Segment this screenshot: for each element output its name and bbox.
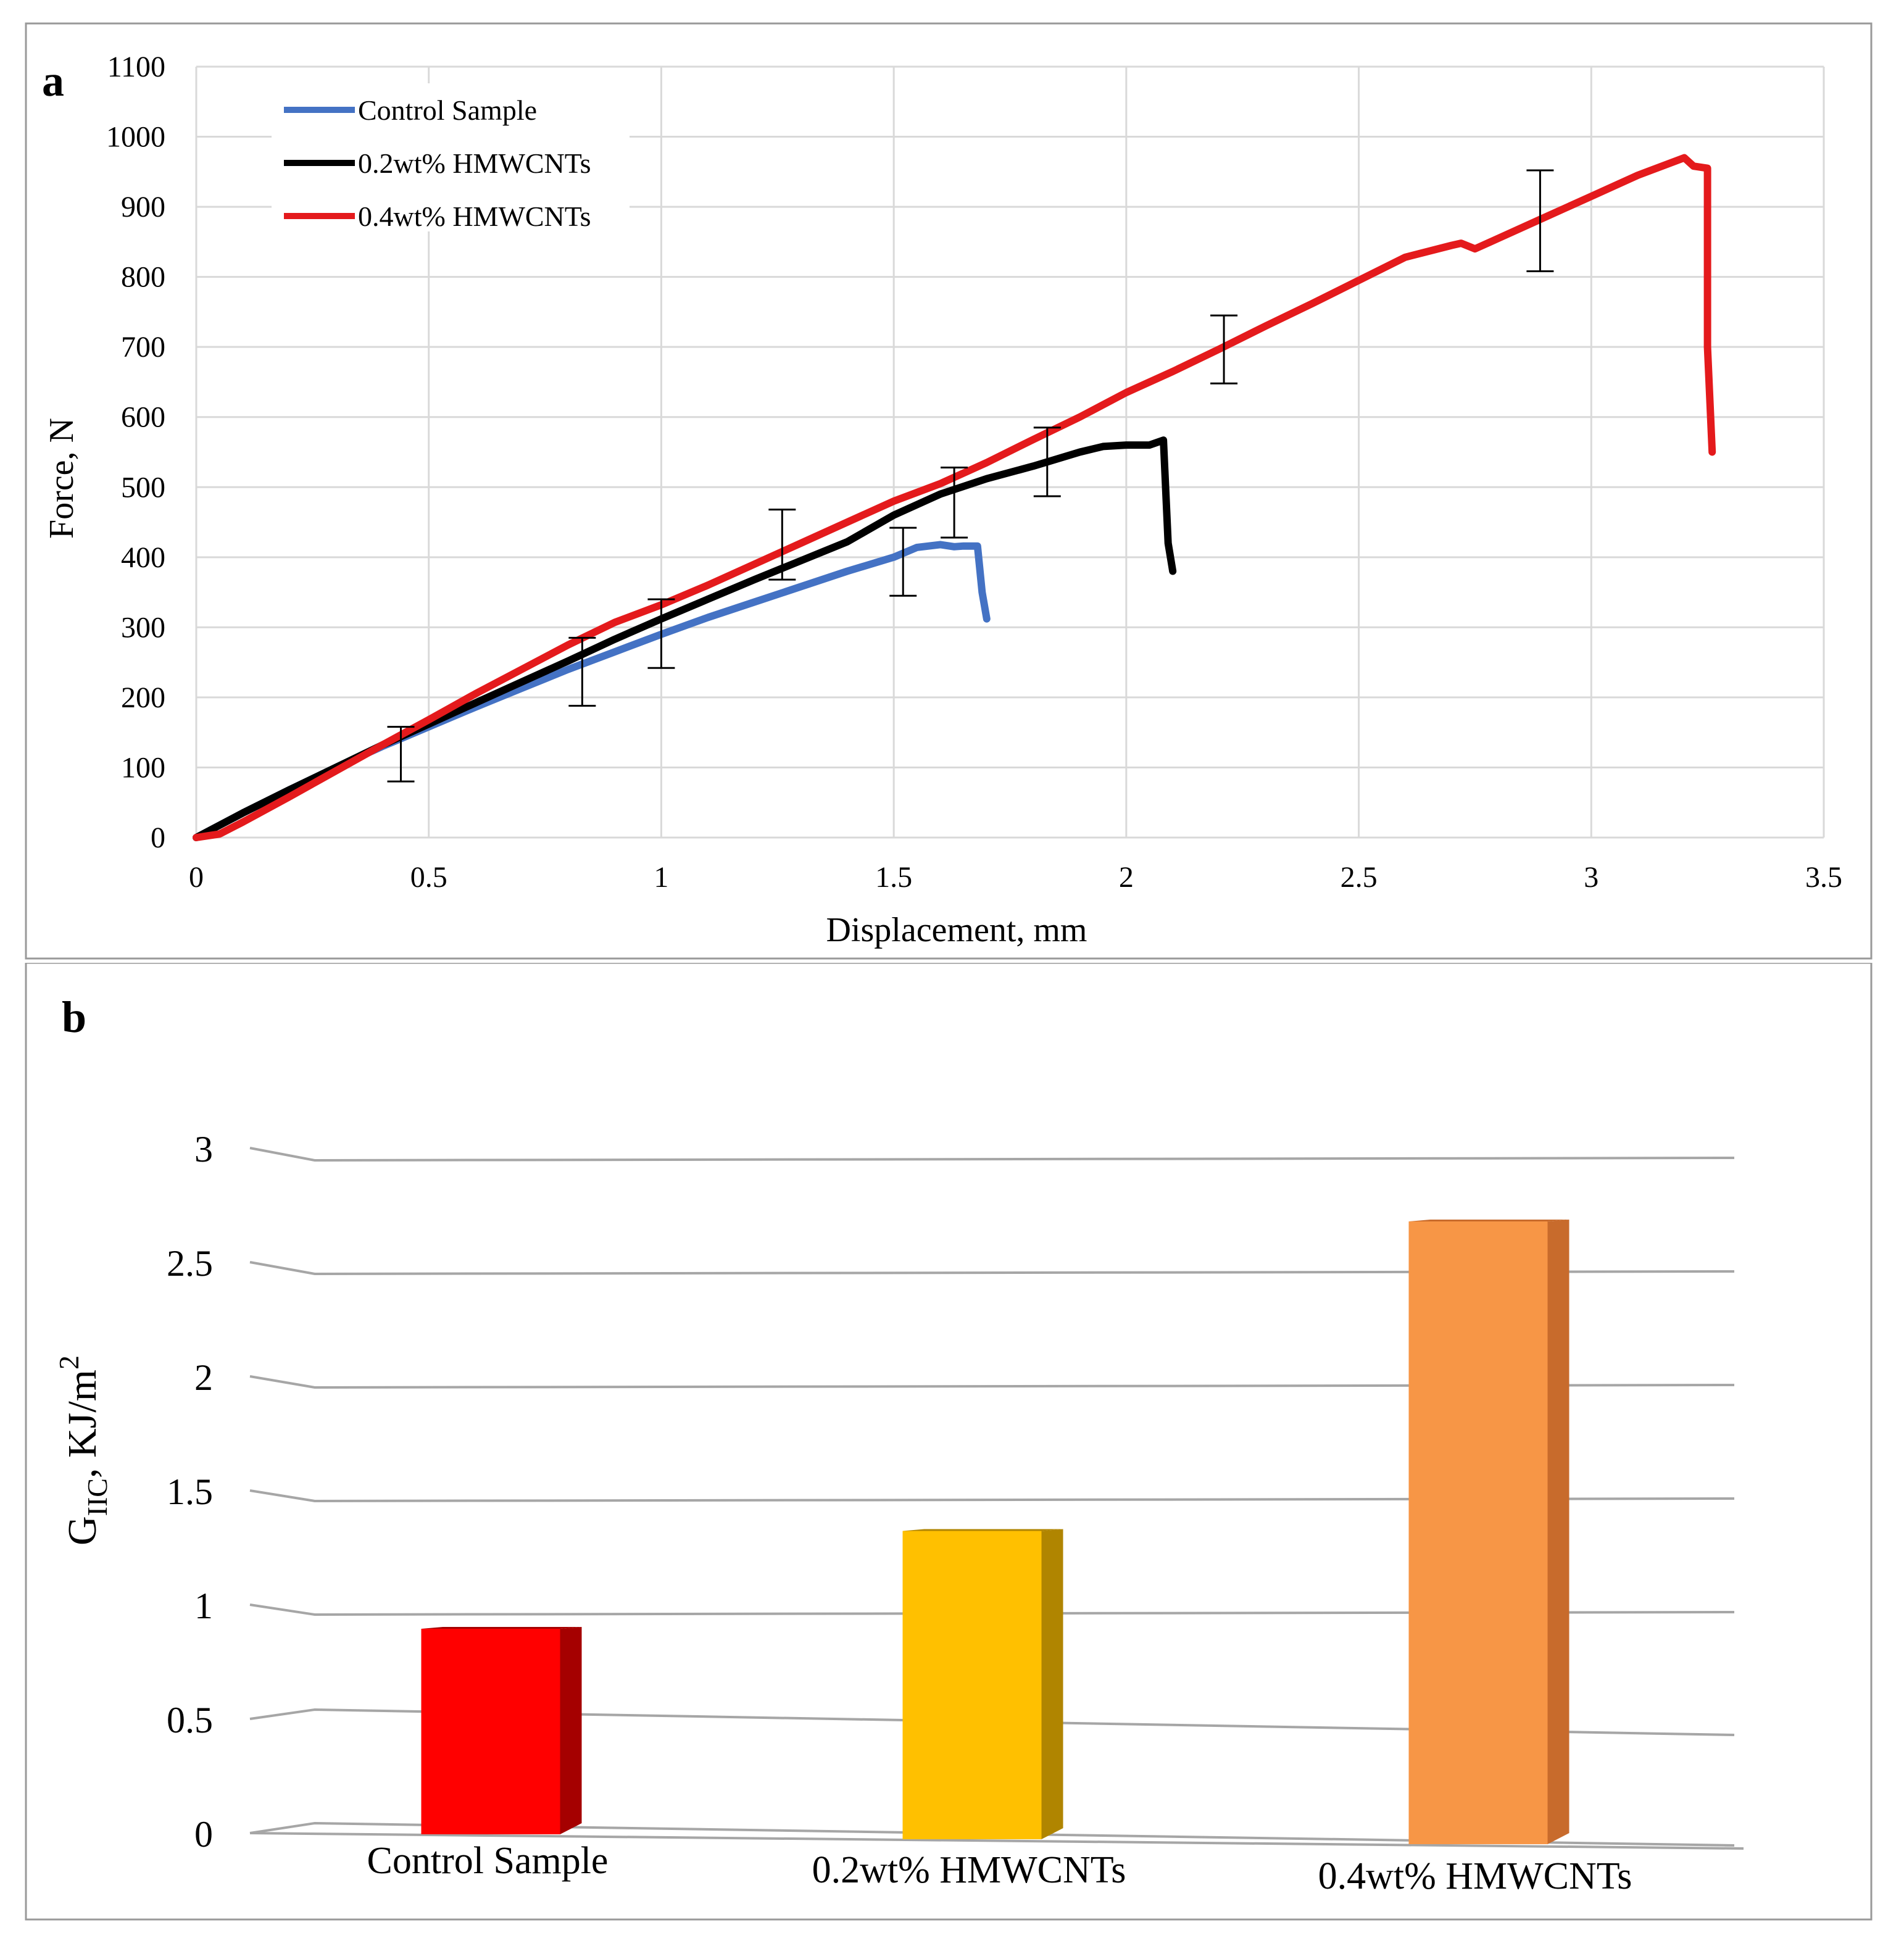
y-tick-label: 3 [194, 1129, 213, 1170]
y-tick-label: 600 [121, 401, 165, 434]
x-category-label: 0.4wt% HMWCNTs [1318, 1855, 1632, 1897]
y-gridline [249, 1375, 1735, 1389]
tick-labels: 0 0.5 1 1.5 2 2.5 3 3.5 0 100 200 300 400 500 600 700 80… [106, 51, 1842, 894]
error-bar [941, 466, 968, 539]
y-tick-label: 800 [121, 261, 165, 294]
bar-0 [421, 1627, 582, 1834]
bar-1 [902, 1529, 1063, 1839]
bar-top-face [902, 1529, 1063, 1531]
panel-label-a: a [42, 56, 64, 106]
series-line-1 [193, 436, 1177, 841]
force-displacement-chart: 0 0.5 1 1.5 2 2.5 3 3.5 0 100 200 300 400 500 600 700 80… [25, 22, 1873, 960]
error-bar [1033, 426, 1061, 497]
y-tick-label: 700 [121, 331, 165, 364]
y-gridline [249, 1261, 1735, 1276]
bar-front-face [1408, 1221, 1548, 1844]
chart-frame [25, 22, 1873, 960]
grid-lines [195, 65, 1825, 839]
bars [421, 1220, 1569, 1844]
y-tick-label: 100 [121, 751, 165, 784]
x-axis-label: Displacement, mm [826, 911, 1087, 949]
y-gridline [249, 1708, 1735, 1736]
y-tick-label: 1000 [106, 121, 165, 154]
y-tick-label: 1 [194, 1586, 213, 1626]
y-tick-label: 900 [121, 191, 165, 223]
ylabel-rest: , KJ/m [60, 1370, 105, 1478]
y-gridline [249, 1489, 1735, 1503]
y-tick-label: 2 [194, 1357, 213, 1398]
y-tick-label: 2.5 [167, 1243, 213, 1284]
y-axis-label-b: GIIC, KJ/m2 [53, 1355, 113, 1545]
x-tick-label: 1 [654, 861, 668, 894]
y-gridline [249, 1821, 1735, 1847]
ylabel-main: G [60, 1516, 105, 1545]
y-gridline [249, 1147, 1735, 1162]
gIIC-bar-chart: 0 0.5 1 1.5 2 2.5 3 Control Sample 0.2wt% HMWCNT… [25, 963, 1873, 1921]
y-tick-label: 0 [151, 821, 165, 854]
series-line-0 [193, 541, 991, 841]
x-tick-label: 2 [1119, 861, 1134, 894]
bar-top-face [1408, 1220, 1569, 1221]
x-tick-label: 0 [189, 861, 204, 894]
error-bars [387, 169, 1554, 783]
x-category-label: 0.2wt% HMWCNTs [812, 1849, 1126, 1891]
bar-side-face [1547, 1220, 1569, 1844]
y-tick-label: 0 [194, 1814, 213, 1855]
x-tick-label: 1.5 [875, 861, 912, 894]
force-displacement-chart-panel: 0 0.5 1 1.5 2 2.5 3 3.5 0 100 200 300 400 500 600 700 80… [0, 0, 1904, 963]
bar-front-face [421, 1629, 560, 1834]
ylabel-sub: IIC [81, 1478, 113, 1516]
x-tick-label: 3.5 [1805, 861, 1842, 894]
bar-2 [1408, 1220, 1569, 1844]
bar-front-face [902, 1531, 1042, 1839]
legend-label: Control Sample [358, 94, 537, 126]
legend: Control Sample 0.2wt% HMWCNTs 0.4wt% HMWCN… [272, 83, 630, 232]
y-gridline [249, 1603, 1735, 1616]
x-category-label: Control Sample [367, 1840, 609, 1882]
error-bar [568, 636, 596, 707]
ylabel-sup: 2 [53, 1355, 85, 1370]
gIIC-bar-chart-panel: 0 0.5 1 1.5 2 2.5 3 Control Sample 0.2wt% HMWCNT… [0, 963, 1904, 1938]
x-tick-label: 0.5 [410, 861, 447, 894]
error-bar [889, 526, 917, 597]
y-tick-label: 0.5 [167, 1700, 213, 1740]
bar-side-face [560, 1627, 582, 1834]
error-bar [387, 726, 415, 783]
x-axis-baseline [249, 1832, 1744, 1850]
chart-frame-b [25, 963, 1873, 1921]
panel-label-b: b [62, 992, 86, 1042]
bar-side-face [1041, 1529, 1063, 1839]
error-bar [1210, 314, 1238, 385]
error-bar [1526, 169, 1554, 273]
tick-labels-b: 0 0.5 1 1.5 2 2.5 3 Control Sample 0.2wt% HMWCNT… [167, 1129, 1632, 1897]
error-bar [768, 509, 796, 581]
legend-label: 0.2wt% HMWCNTs [358, 148, 591, 179]
y-tick-label: 1100 [107, 51, 165, 83]
y-axis-label: Force, N [43, 418, 81, 539]
x-tick-label: 3 [1584, 861, 1598, 894]
bar-top-face [421, 1627, 582, 1629]
x-tick-label: 2.5 [1341, 861, 1378, 894]
y-tick-label: 200 [121, 681, 165, 714]
y-tick-label: 300 [121, 611, 165, 644]
y-tick-label: 400 [121, 541, 165, 574]
y-tick-label: 1.5 [167, 1471, 213, 1512]
error-bar [647, 598, 675, 669]
y-tick-label: 500 [121, 471, 165, 504]
legend-label: 0.4wt% HMWCNTs [358, 201, 591, 232]
grid-lines-b [249, 1147, 1744, 1850]
